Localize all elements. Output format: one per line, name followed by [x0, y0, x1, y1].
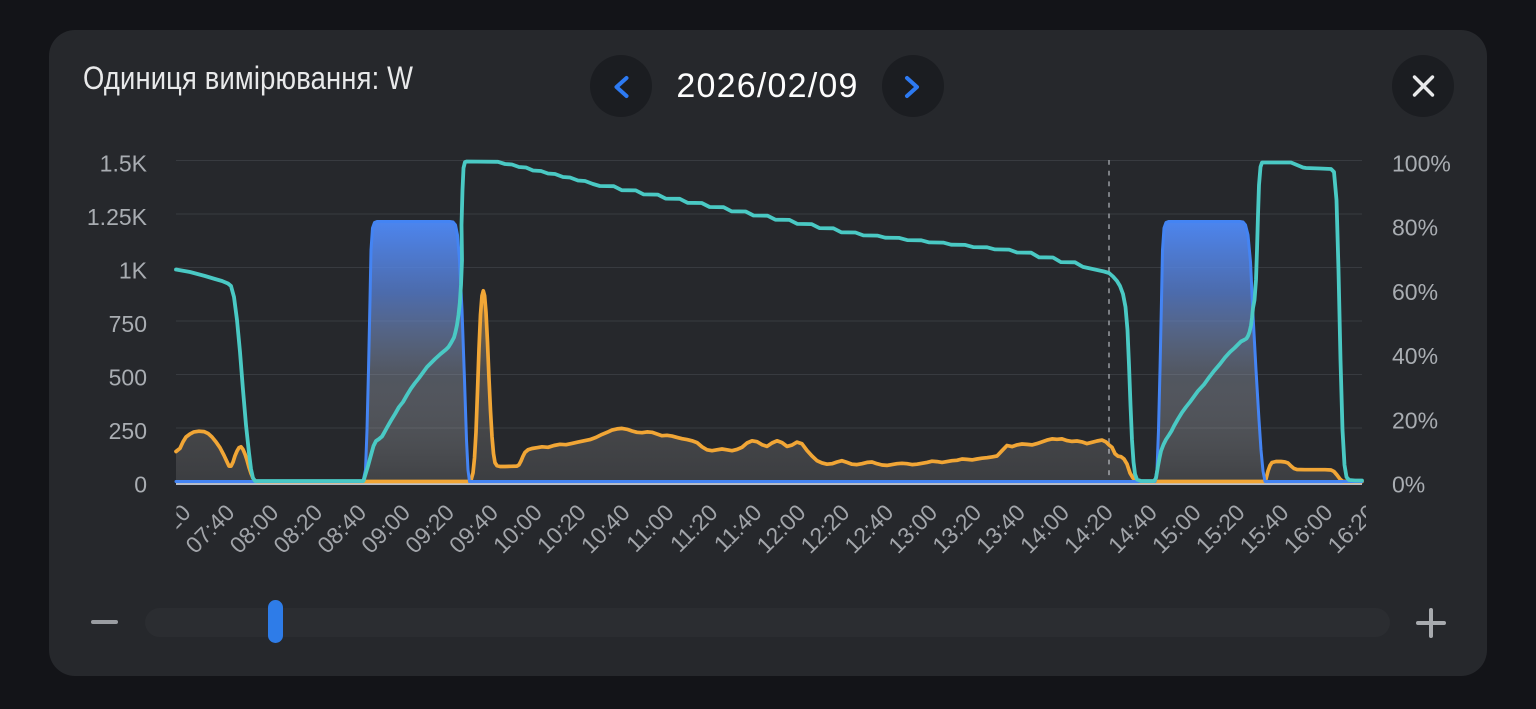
svg-text:15:00: 15:00	[1147, 499, 1206, 558]
svg-text:09:00: 09:00	[356, 499, 415, 558]
svg-text:16:00: 16:00	[1279, 499, 1338, 558]
svg-text:08:00: 08:00	[224, 499, 283, 558]
svg-text:13:20: 13:20	[927, 499, 986, 558]
svg-text:09:40: 09:40	[444, 499, 503, 558]
svg-text:40%: 40%	[1392, 343, 1438, 369]
svg-text:13:40: 13:40	[971, 499, 1030, 558]
svg-text:10:20: 10:20	[532, 499, 591, 558]
svg-text:11:00: 11:00	[621, 499, 679, 557]
svg-text:500: 500	[109, 365, 147, 391]
svg-text:60%: 60%	[1392, 279, 1438, 305]
svg-text:07:20: 07:20	[136, 499, 195, 558]
svg-text:12:40: 12:40	[839, 499, 898, 558]
svg-text:100%: 100%	[1392, 151, 1451, 177]
svg-text:1.5K: 1.5K	[100, 151, 148, 177]
svg-text:07:40: 07:40	[180, 499, 239, 558]
svg-text:14:20: 14:20	[1059, 499, 1118, 558]
svg-text:10:40: 10:40	[576, 499, 635, 558]
svg-text:250: 250	[109, 418, 147, 444]
svg-text:1.25K: 1.25K	[87, 204, 148, 230]
svg-text:10:00: 10:00	[488, 499, 547, 558]
svg-text:80%: 80%	[1392, 215, 1438, 241]
svg-text:11:40: 11:40	[709, 499, 767, 557]
svg-text:14:40: 14:40	[1103, 499, 1162, 558]
svg-text:0%: 0%	[1392, 472, 1425, 498]
svg-text:08:20: 08:20	[268, 499, 327, 558]
svg-text:12:20: 12:20	[795, 499, 854, 558]
svg-text:12:00: 12:00	[751, 499, 810, 558]
svg-text:08:40: 08:40	[312, 499, 371, 558]
svg-text:13:00: 13:00	[883, 499, 942, 558]
svg-text:1K: 1K	[119, 258, 148, 284]
svg-text:15:20: 15:20	[1191, 499, 1250, 558]
svg-text:11:20: 11:20	[665, 499, 723, 557]
svg-text:20%: 20%	[1392, 407, 1438, 433]
svg-text:0: 0	[134, 472, 147, 498]
svg-text:14:00: 14:00	[1015, 499, 1074, 558]
svg-text:750: 750	[109, 311, 147, 337]
svg-text:16:20: 16:20	[1322, 499, 1381, 558]
svg-text:15:40: 15:40	[1235, 499, 1294, 558]
svg-text:09:20: 09:20	[400, 499, 459, 558]
